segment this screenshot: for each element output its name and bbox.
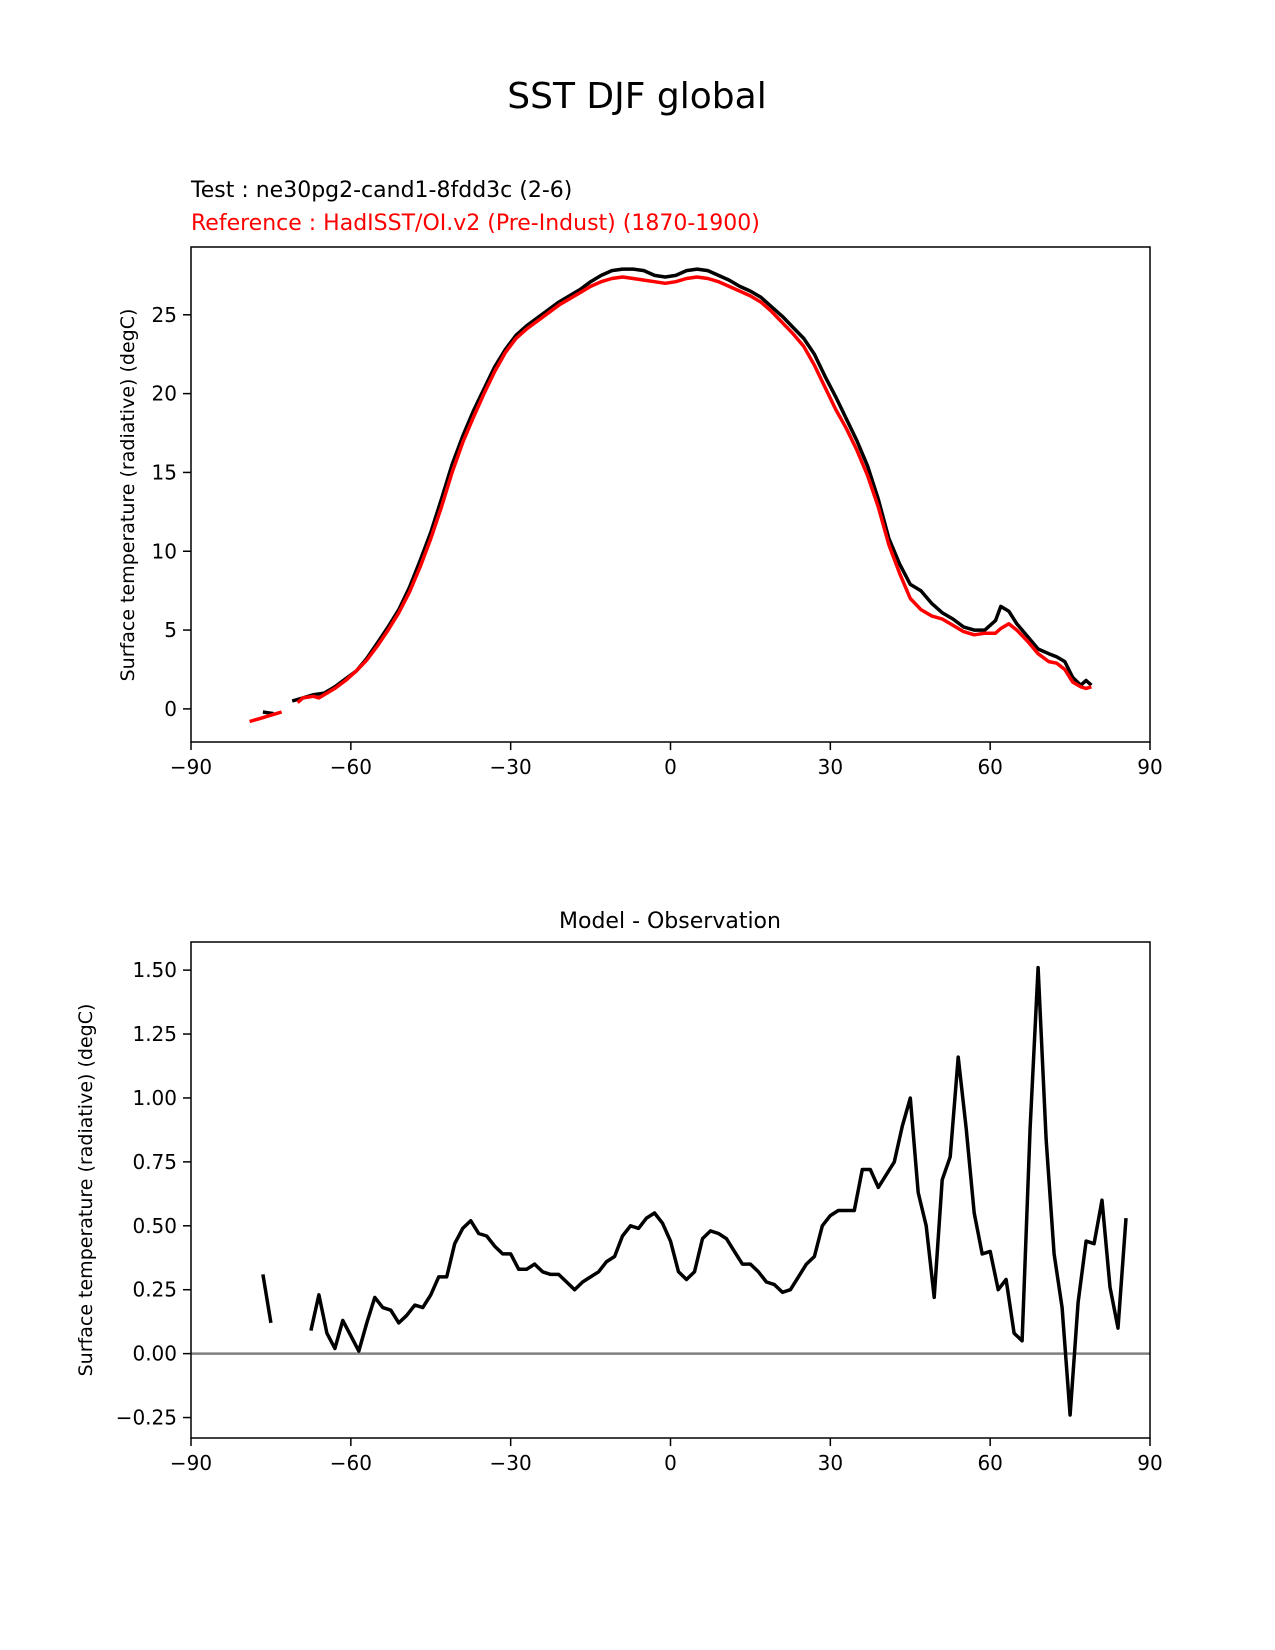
top-x-tick-label: −60 (330, 755, 372, 779)
top-series-1-line (249, 710, 283, 724)
bottom-y-tick-label: 1.00 (132, 1086, 177, 1110)
bottom-y-tick-label: 0.50 (132, 1214, 177, 1238)
bottom-x-tick-label: −30 (490, 1451, 532, 1475)
top-x-tick-label: 30 (818, 755, 843, 779)
top-series-1-line (296, 275, 1092, 704)
top-ticks: −90 −60 −30 0 30 60 90 0 5 10 15 20 25 (152, 303, 1163, 779)
bottom-plot-frame (190, 941, 1151, 1439)
top-series-0-line (291, 267, 1093, 703)
reference-label: Reference : HadISST/OI.v2 (Pre-Indust) (… (191, 211, 760, 236)
top-x-tick-label: −30 (490, 755, 532, 779)
top-x-tick-label: 60 (977, 755, 1002, 779)
bottom-lines (261, 965, 1128, 1417)
bottom-x-tick-label: 0 (664, 1451, 677, 1475)
top-y-tick-label: 0 (164, 697, 177, 721)
bottom-y-tick-label: 0.25 (132, 1278, 177, 1302)
bottom-ticks: −90 −60 −30 0 30 60 90 −0.25 0.00 0.25 0.50 0.75 1.0… (116, 958, 1163, 1475)
bottom-x-tick-label: −60 (330, 1451, 372, 1475)
top-y-tick-label: 15 (152, 460, 177, 484)
bottom-title: Model - Observation (559, 909, 781, 934)
figure-title: SST DJF global (507, 76, 766, 117)
top-x-tick-label: 0 (664, 755, 677, 779)
top-lines (249, 267, 1093, 724)
bottom-y-tick-label: 0.00 (132, 1342, 177, 1366)
top-panel: Test : ne30pg2-cand1-8fdd3c (2-6) Refere… (117, 178, 1163, 779)
bottom-series-0-line (261, 1274, 273, 1324)
top-y-tick-label: 25 (152, 303, 177, 327)
top-x-tick-label: 90 (1137, 755, 1162, 779)
bottom-x-tick-label: 30 (818, 1451, 843, 1475)
top-y-axis-label: Surface temperature (radiative) (degC) (117, 309, 139, 682)
bottom-y-tick-label: −0.25 (116, 1406, 177, 1430)
bottom-x-tick-label: 60 (977, 1451, 1002, 1475)
test-label: Test : ne30pg2-cand1-8fdd3c (2-6) (190, 178, 572, 203)
bottom-y-axis-label: Surface temperature (radiative) (degC) (75, 1004, 97, 1377)
bottom-y-tick-label: 1.25 (132, 1022, 177, 1046)
bottom-y-tick-label: 0.75 (132, 1150, 177, 1174)
bottom-x-tick-label: −90 (170, 1451, 212, 1475)
top-plot-frame (190, 246, 1151, 743)
top-y-tick-label: 20 (152, 382, 177, 406)
top-y-tick-label: 5 (164, 618, 177, 642)
top-x-tick-label: −90 (170, 755, 212, 779)
bottom-x-tick-label: 90 (1137, 1451, 1162, 1475)
top-y-tick-label: 10 (152, 539, 177, 563)
bottom-panel: Model - Observation Surface temperature … (75, 909, 1163, 1475)
bottom-series-0-line (309, 965, 1128, 1417)
bottom-y-tick-label: 1.50 (132, 958, 177, 982)
